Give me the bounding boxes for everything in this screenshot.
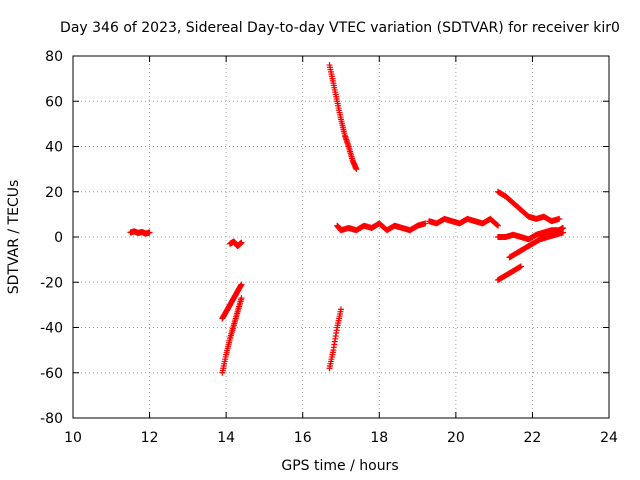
series-2 [226,238,245,250]
y-tick-label: 20 [45,185,63,201]
data-point [238,281,245,288]
y-tick-label: 0 [54,230,63,246]
y-tick-label: 60 [45,94,63,110]
x-tick-label: 18 [370,430,388,446]
data-point [238,295,245,302]
series-4 [219,295,245,376]
x-tick-label: 10 [64,430,82,446]
x-tick-label: 14 [217,430,235,446]
data-points [127,62,567,376]
x-tick-label: 16 [294,430,312,446]
series-3 [219,281,245,322]
data-point [560,229,567,236]
series-5 [326,62,360,173]
series-12 [494,263,524,283]
data-point [517,263,524,270]
data-point [494,222,501,229]
data-point [338,306,344,313]
data-point [238,239,245,246]
y-axis-label: SDTVAR / TECUs [6,180,22,295]
y-tick-label: -20 [40,275,63,291]
chart-title: Day 346 of 2023, Sidereal Day-to-day VTE… [60,20,620,36]
x-axis-label: GPS time / hours [281,458,398,474]
x-tick-label: 24 [600,430,618,446]
series-7 [334,220,429,234]
series-9 [494,188,563,225]
x-tick-label: 20 [447,430,465,446]
data-point [556,215,563,222]
y-tick-label: -40 [40,321,63,337]
series-6 [326,306,344,372]
axis-ticks: 10 12 14 16 18 20 22 24 -80 -60 -40 -20 0 20 40 60 80 [40,49,618,446]
data-point [353,166,360,173]
data-point [422,220,429,227]
series-11 [506,229,567,261]
data-point [494,221,501,228]
data-point [146,229,153,236]
x-tick-label: 12 [141,430,159,446]
y-tick-label: -80 [40,411,63,427]
y-tick-label: 40 [45,140,63,156]
x-tick-label: 22 [524,430,542,446]
series-1 [127,228,153,237]
y-tick-label: -60 [40,366,63,382]
y-tick-label: 80 [45,49,63,65]
grid [73,56,609,418]
series-8 [426,215,501,229]
